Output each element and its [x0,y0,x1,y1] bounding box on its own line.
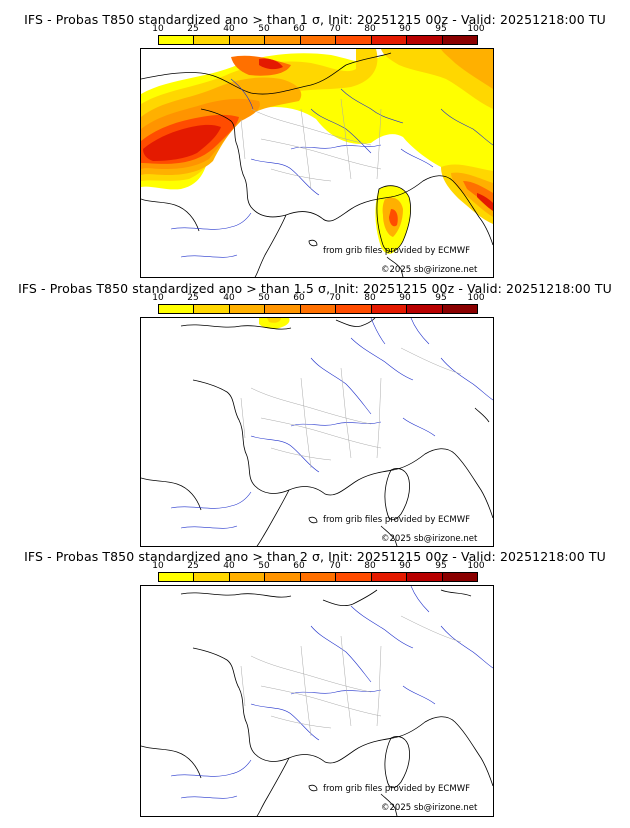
copyright-credit: ©2025 sb@irizone.net [381,265,478,275]
colorbar-tick: 80 [364,293,376,303]
colorbar-tick: 70 [329,293,341,303]
colorbar-tick: 10 [152,293,164,303]
colorbar-segment [229,305,266,313]
colorbar-segment [407,573,443,581]
panel-3-colorbar-ticks: 10 25 40 50 60 70 80 90 95 100 [0,561,630,573]
map-layer [141,586,493,816]
map-layer [141,318,493,546]
colorbar-tick: 10 [152,561,164,571]
colorbar-tick: 70 [329,561,341,571]
panel-1-title: IFS - Probas T850 standardized ano > tha… [24,12,606,27]
borders [240,347,462,469]
colorbar-tick: 90 [399,561,411,571]
rivers [170,318,493,529]
colorbar-segment [159,305,195,313]
colorbar-segment [371,573,408,581]
colorbar-tick: 25 [187,293,199,303]
colorbar-segment [336,573,372,581]
rivers [170,78,493,258]
colorbar-tick: 25 [187,561,199,571]
colorbar-tick: 80 [364,24,376,34]
source-credit: from grib files provided by ECMWF [323,515,470,525]
copyright-credit: ©2025 sb@irizone.net [381,534,478,544]
colorbar-tick: 70 [329,24,341,34]
coastlines [141,589,493,816]
colorbar-tick: 100 [467,561,485,571]
colorbar-tick: 10 [152,24,164,34]
colorbar-tick: 60 [293,293,305,303]
colorbar-segment [159,573,195,581]
colorbar-segment [336,36,372,44]
colorbar-segment [265,573,301,581]
colorbar-segment [300,573,337,581]
colorbar-tick: 60 [293,561,305,571]
colorbar-segment [407,305,443,313]
colorbar-tick: 95 [435,293,447,303]
colorbar-tick: 95 [435,24,447,34]
borders [240,98,382,190]
colorbar-segment [194,36,230,44]
colorbar-tick: 40 [223,561,235,571]
colorbar-tick: 40 [223,293,235,303]
colorbar-tick: 50 [258,24,270,34]
probability-field [259,318,290,329]
colorbar-segment [229,573,266,581]
coastlines [141,318,493,546]
colorbar-segment [229,36,266,44]
panel-2-title: IFS - Probas T850 standardized ano > tha… [18,281,612,296]
panel-1-colorbar [158,35,478,45]
colorbar-tick: 90 [399,293,411,303]
colorbar-segment [371,305,408,313]
colorbar-segment [300,36,337,44]
colorbar-segment [336,305,372,313]
colorbar-tick: 90 [399,24,411,34]
colorbar-segment [194,305,230,313]
source-credit: from grib files provided by ECMWF [323,784,470,794]
panel-3-map: from grib files provided by ECMWF ©2025 … [140,585,494,817]
coastlines [141,52,493,277]
colorbar-segment [194,573,230,581]
colorbar-tick: 95 [435,561,447,571]
colorbar-segment [159,36,195,44]
colorbar-segment [407,36,443,44]
colorbar-segment [371,36,408,44]
colorbar-segment [265,305,301,313]
panel-3-colorbar [158,572,478,582]
colorbar-segment [442,573,477,581]
source-credit: from grib files provided by ECMWF [323,246,470,256]
colorbar-tick: 40 [223,24,235,34]
panel-2-colorbar [158,304,478,314]
panel-2-colorbar-ticks: 10 25 40 50 60 70 80 90 95 100 [0,293,630,305]
colorbar-tick: 50 [258,293,270,303]
panel-3-title: IFS - Probas T850 standardized ano > tha… [24,549,606,564]
colorbar-segment [300,305,337,313]
colorbar-segment [442,36,477,44]
probability-field [141,49,493,254]
copyright-credit: ©2025 sb@irizone.net [381,803,478,813]
colorbar-segment [265,36,301,44]
colorbar-tick: 25 [187,24,199,34]
panel-1-colorbar-ticks: 10 25 40 50 60 70 80 90 95 100 [0,24,630,36]
rivers [170,586,493,799]
colorbar-segment [442,305,477,313]
map-layer [141,49,493,277]
colorbar-tick: 100 [467,24,485,34]
colorbar-tick: 100 [467,293,485,303]
colorbar-tick: 60 [293,24,305,34]
borders [240,615,462,737]
colorbar-tick: 80 [364,561,376,571]
panel-1-map: from grib files provided by ECMWF ©2025 … [140,48,494,278]
panel-2-map: from grib files provided by ECMWF ©2025 … [140,317,494,547]
colorbar-tick: 50 [258,561,270,571]
